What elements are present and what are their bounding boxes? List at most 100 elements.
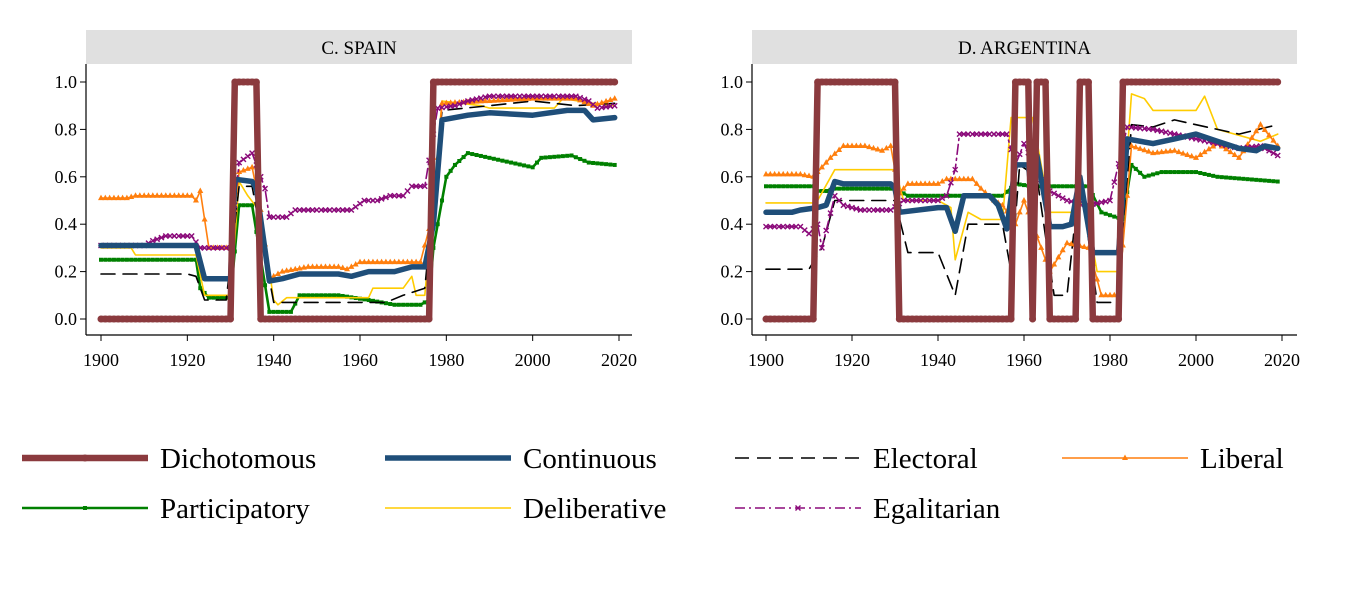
- data-point-participatory: [487, 155, 492, 160]
- x-tick-label: 1960: [342, 350, 378, 370]
- data-point-liberal: [917, 180, 924, 186]
- data-point-participatory: [1215, 174, 1220, 179]
- legend-marker: [83, 506, 87, 510]
- data-point-egalitarian: [611, 102, 618, 109]
- data-point-egalitarian: [581, 96, 588, 103]
- data-point-participatory: [340, 293, 345, 298]
- x-tick-label: 1920: [169, 350, 205, 370]
- data-point-participatory: [306, 293, 311, 298]
- data-point-liberal: [339, 264, 346, 271]
- data-point-egalitarian: [158, 234, 165, 241]
- data-point-participatory: [526, 164, 531, 169]
- data-point-participatory: [448, 168, 453, 173]
- data-point-egalitarian: [1021, 140, 1027, 147]
- data-point-liberal: [973, 180, 980, 186]
- data-point-dichotomous: [425, 315, 433, 323]
- data-point-participatory: [219, 295, 224, 300]
- data-point-liberal: [106, 194, 113, 201]
- data-point-egalitarian: [404, 188, 411, 195]
- data-point-liberal: [1201, 148, 1208, 155]
- data-point-participatory: [111, 257, 116, 262]
- data-point-liberal: [1051, 260, 1058, 267]
- data-point-participatory: [854, 186, 859, 191]
- data-point-liberal: [110, 194, 117, 201]
- data-point-liberal: [1257, 121, 1264, 127]
- data-point-participatory: [552, 154, 557, 159]
- data-point-participatory: [155, 257, 160, 262]
- data-point-liberal: [849, 142, 855, 148]
- data-point-egalitarian: [482, 94, 489, 101]
- data-point-participatory: [275, 309, 280, 314]
- data-point-participatory: [129, 257, 134, 262]
- data-point-egalitarian: [348, 206, 355, 213]
- panel-1: D. ARGENTINA 0.0 0.2 0.4 0.6 0.8 1.0 1900 1920 19…: [721, 30, 1300, 370]
- data-point-liberal: [274, 270, 281, 276]
- data-point-liberal: [382, 258, 389, 265]
- panel-0: C. SPAIN 0.0 0.2 0.4 0.6 0.8 1.0 1900 1920 1940 19…: [55, 30, 637, 370]
- data-point-participatory: [867, 186, 872, 191]
- data-point-liberal: [844, 142, 851, 148]
- data-point-liberal: [98, 194, 104, 201]
- data-point-liberal: [1180, 150, 1187, 156]
- data-point-participatory: [1258, 178, 1263, 183]
- data-point-participatory: [271, 309, 276, 314]
- data-point-liberal: [115, 194, 122, 201]
- data-point-liberal: [149, 192, 156, 198]
- data-point-egalitarian: [378, 195, 385, 202]
- data-point-liberal: [249, 163, 256, 170]
- data-point-liberal: [508, 96, 515, 102]
- data-point-egalitarian: [188, 233, 195, 240]
- data-point-participatory: [1219, 175, 1224, 180]
- series-egalitarian: [98, 93, 618, 251]
- data-point-liberal: [516, 95, 523, 102]
- data-point-liberal: [788, 170, 795, 177]
- legend-item-dichotomous: Dichotomous: [22, 443, 316, 475]
- data-point-liberal: [141, 192, 148, 198]
- data-point-participatory: [914, 193, 919, 198]
- data-point-dichotomous: [1072, 315, 1080, 323]
- data-point-participatory: [1168, 170, 1173, 175]
- data-point-participatory: [798, 184, 803, 189]
- data-point-egalitarian: [827, 210, 834, 217]
- data-point-participatory: [297, 293, 302, 298]
- legend-item-liberal: Liberal: [1062, 443, 1284, 475]
- data-point-liberal: [473, 98, 480, 104]
- data-point-liberal: [594, 100, 601, 107]
- data-point-participatory: [388, 301, 393, 306]
- data-point-dichotomous: [227, 315, 234, 323]
- data-point-participatory: [465, 151, 470, 156]
- data-point-egalitarian: [935, 197, 941, 204]
- data-point-participatory: [211, 295, 216, 300]
- data-point-egalitarian: [382, 194, 389, 201]
- data-point-participatory: [599, 161, 604, 166]
- series-line-deliberative: [100, 97, 616, 306]
- data-point-liberal: [861, 142, 868, 148]
- data-point-participatory: [1224, 175, 1229, 180]
- data-point-egalitarian: [400, 192, 407, 199]
- data-point-dichotomous: [1274, 78, 1282, 86]
- data-point-participatory: [910, 193, 915, 198]
- x-tick-label: 2000: [1178, 350, 1214, 370]
- data-point-participatory: [807, 184, 811, 189]
- data-point-participatory: [560, 154, 565, 159]
- data-point-participatory: [401, 302, 406, 307]
- data-point-liberal: [943, 175, 950, 182]
- data-point-participatory: [409, 302, 414, 307]
- data-point-participatory: [513, 161, 518, 166]
- data-point-liberal: [1102, 291, 1109, 298]
- data-point-participatory: [107, 257, 112, 262]
- data-point-liberal: [171, 192, 178, 198]
- data-point-participatory: [608, 162, 613, 167]
- data-point-liberal: [1132, 143, 1139, 150]
- data-point-liberal: [818, 163, 825, 170]
- data-point-participatory: [991, 193, 996, 198]
- data-point-participatory: [491, 156, 496, 161]
- data-point-liberal: [525, 95, 532, 101]
- data-point-liberal: [1197, 151, 1204, 157]
- series-line-liberal: [100, 97, 616, 280]
- data-point-egalitarian: [844, 203, 851, 210]
- data-point-liberal: [1064, 239, 1070, 246]
- x-tick-label: 1920: [834, 350, 870, 370]
- data-point-liberal: [344, 265, 351, 272]
- data-point-participatory: [824, 189, 829, 194]
